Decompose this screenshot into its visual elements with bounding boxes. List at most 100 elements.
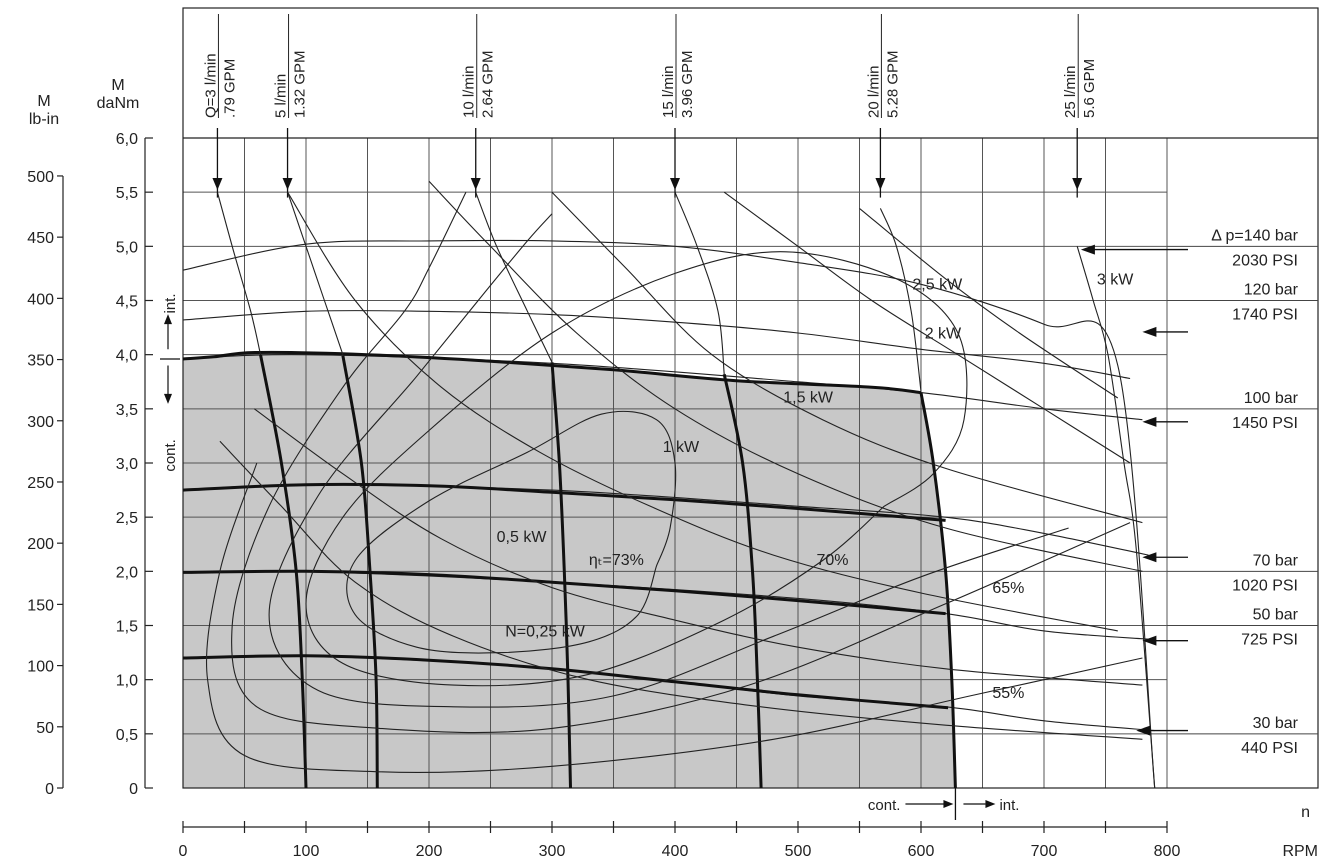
power-curve	[723, 191, 1131, 464]
y-primary-tick-label: 1,5	[116, 619, 138, 636]
int-left-arrow-head	[164, 314, 172, 325]
efficiency-curve	[305, 251, 968, 687]
pressure-label-bar: 100 bar	[1244, 390, 1299, 407]
power-label: N=0,25 kW	[505, 623, 585, 640]
y-secondary-tick-label: 250	[27, 475, 54, 492]
x-axis-label: n	[1301, 804, 1310, 821]
y-secondary-tick-label: 50	[36, 720, 54, 737]
flow-curve	[475, 192, 553, 363]
curves-layer	[160, 128, 1188, 820]
power-label: 2 kW	[925, 325, 962, 342]
flow-label-lmin: 10 l/min	[461, 65, 478, 118]
int-arrow-head	[985, 800, 996, 808]
pressure-curve	[182, 239, 1156, 789]
y-primary-tick-label: 3,0	[116, 456, 138, 473]
pressure-arrow-head	[1142, 635, 1157, 646]
y-primary-tick-label: 4,5	[116, 294, 138, 311]
y-primary-tick-label: 5,0	[116, 239, 138, 256]
y-primary-tick-label: 2,5	[116, 510, 138, 527]
flow-label-gpm: 5.28 GPM	[884, 50, 901, 118]
pressure-label-psi: 1740 PSI	[1232, 307, 1298, 324]
y-primary-tick-label: 3,5	[116, 402, 138, 419]
y-primary-tick-label: 2,0	[116, 564, 138, 581]
flow-curve	[674, 191, 725, 375]
labels-layer: 0 0,5 1,0 1,5 2,0 2,5 3,0 3,5 4,0 4,5 5,0 5,5 6,0 0 50…	[27, 14, 1318, 860]
pressure-label-psi: 725 PSI	[1241, 632, 1298, 649]
int-left-label: int.	[162, 293, 179, 313]
flow-curve	[879, 208, 922, 392]
y-secondary-tick-label: 150	[27, 597, 54, 614]
power-curve	[859, 207, 1119, 399]
flow-curve-continuous	[259, 354, 308, 789]
power-curve	[219, 440, 1143, 740]
power-label: 1,5 kW	[783, 389, 834, 406]
y-primary-tick-label: 0,5	[116, 727, 138, 744]
flow-label-lmin: 25 l/min	[1062, 65, 1079, 118]
flow-label-gpm: 3.96 GPM	[679, 50, 696, 118]
flow-curve	[216, 192, 262, 355]
efficiency-curve	[268, 213, 1069, 708]
y-secondary-axis-unit: lb-in	[29, 111, 59, 128]
x-tick-label: 0	[179, 843, 188, 860]
x-tick-label: 800	[1154, 843, 1181, 860]
pressure-curve-continuous	[182, 654, 949, 710]
x-tick-label: 200	[416, 843, 443, 860]
flow-curve-continuous	[550, 362, 572, 789]
y-primary-axis-unit: daNm	[97, 95, 140, 112]
efficiency-label: ηₜ=73%	[589, 552, 644, 569]
cont-arrow-head	[943, 800, 954, 808]
efficiency-curve	[231, 191, 1131, 734]
continuous-torque-limit	[182, 350, 922, 395]
flow-label-gpm: 1.32 GPM	[292, 50, 309, 118]
cont-left-label: cont.	[162, 439, 179, 472]
cont-left-arrow-head	[164, 393, 172, 404]
y-secondary-tick-label: 450	[27, 230, 54, 247]
efficiency-curve	[205, 462, 1143, 774]
y-secondary-tick-label: 400	[27, 291, 54, 308]
continuous-speed-limit	[919, 392, 957, 789]
power-curve	[287, 191, 1118, 632]
pressure-label-bar: 70 bar	[1253, 552, 1299, 569]
pressure-label-bar: 120 bar	[1244, 282, 1299, 299]
y-primary-tick-label: 1,0	[116, 673, 138, 690]
cont-bottom-label: cont.	[868, 797, 901, 814]
x-tick-label: 300	[539, 843, 566, 860]
pressure-label-bar: 50 bar	[1253, 607, 1299, 624]
flow-arrow-head	[470, 178, 481, 190]
x-tick-label: 700	[1031, 843, 1058, 860]
flow-curve-continuous	[341, 355, 379, 789]
pressure-curve-continuous	[182, 482, 946, 522]
flow-label-lmin: Q=3 l/min	[202, 53, 219, 118]
pressure-arrow-head	[1080, 244, 1095, 255]
y-primary-tick-label: 0	[129, 781, 138, 798]
pressure-label-bar: 30 bar	[1253, 715, 1299, 732]
int-bottom-label: int.	[999, 797, 1019, 814]
y-secondary-axis-label: M	[37, 93, 50, 110]
flow-label-gpm: 5.6 GPM	[1081, 59, 1098, 118]
pressure-arrow-head	[1136, 725, 1151, 736]
y-primary-tick-label: 6,0	[116, 131, 138, 148]
flow-arrow-head	[282, 178, 293, 190]
y-secondary-tick-label: 100	[27, 659, 54, 676]
y-primary-tick-label: 4,0	[116, 348, 138, 365]
x-tick-label: 400	[662, 843, 689, 860]
pressure-arrow-head	[1142, 416, 1157, 427]
plot-frame	[182, 7, 1319, 789]
flow-label-lmin: 15 l/min	[660, 65, 677, 118]
efficiency-label: 65%	[992, 580, 1024, 597]
power-curve	[428, 180, 1143, 572]
y-secondary-tick-label: 0	[45, 781, 54, 798]
power-label: 0,5 kW	[497, 529, 548, 546]
x-tick-label: 600	[908, 843, 935, 860]
power-label: 1 kW	[663, 439, 700, 456]
power-label: 3 kW	[1097, 271, 1134, 288]
x-axis-unit: RPM	[1282, 843, 1318, 860]
y-secondary-tick-label: 200	[27, 536, 54, 553]
flow-label-gpm: .79 GPM	[221, 59, 238, 118]
pressure-label-bar: Δ p=140 bar	[1211, 227, 1298, 244]
y-primary-axis-label: M	[111, 77, 124, 94]
power-label: 2,5 kW	[912, 277, 963, 294]
power-curve	[551, 191, 1143, 524]
pressure-label-psi: 1450 PSI	[1232, 415, 1298, 432]
axes-layer	[57, 137, 1168, 833]
